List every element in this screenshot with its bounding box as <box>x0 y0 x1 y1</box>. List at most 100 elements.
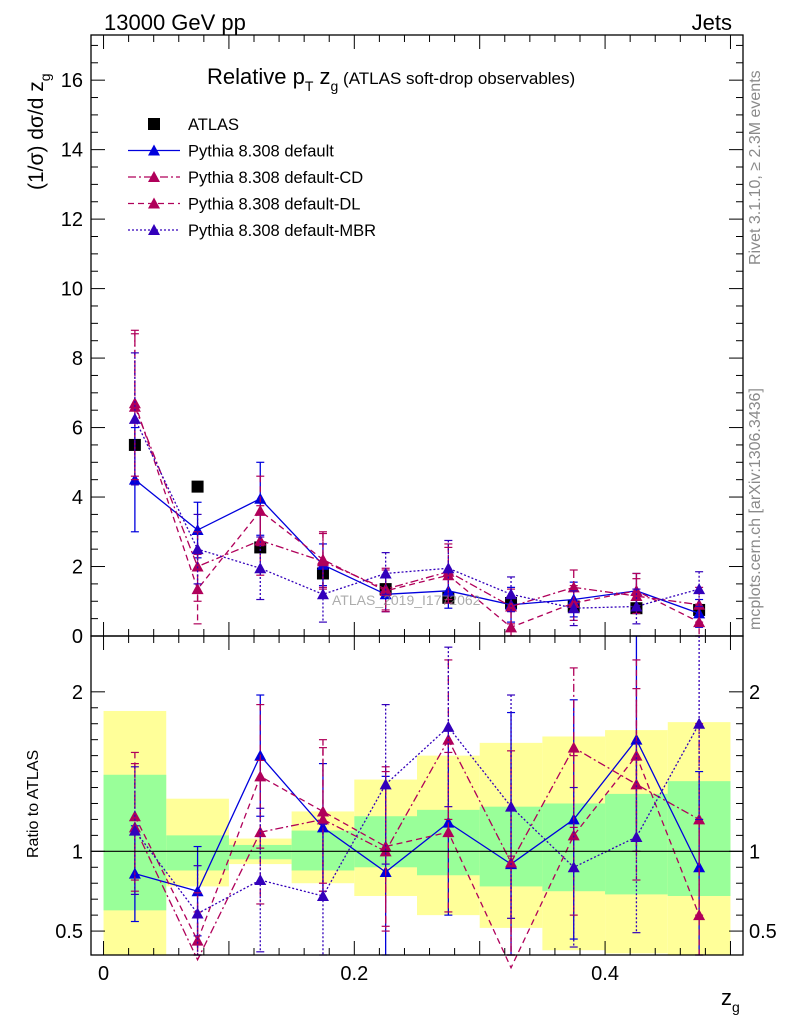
main-line-mbr <box>134 418 700 609</box>
ratio-point-cd <box>316 813 329 825</box>
ratio-point-mbr <box>379 778 392 790</box>
legend-label: ATLAS <box>188 116 239 134</box>
main-point-mbr <box>316 588 329 600</box>
ratio-point-default <box>316 821 329 833</box>
ratio-point-mbr <box>505 800 518 812</box>
x-axis-label: zg <box>721 985 740 1015</box>
x-tick-label: 0.4 <box>591 963 619 985</box>
main-point-mbr <box>128 412 141 424</box>
ratio-y-axis-label: Ratio to ATLAS <box>25 750 42 858</box>
main-y-tick-label: 4 <box>72 487 83 509</box>
main-line-default <box>134 479 700 615</box>
main-plot-marks <box>128 329 706 637</box>
ratio-series-mbr <box>128 635 706 956</box>
energy-label: 13000 GeV pp <box>104 10 246 35</box>
legend-marker <box>148 171 160 182</box>
main-point-mbr <box>630 600 643 612</box>
ratio-series-dl <box>128 659 706 970</box>
x-tick-label: 0.2 <box>340 963 368 985</box>
ratio-point-dl <box>442 826 455 838</box>
ratio-point-cd <box>254 826 267 838</box>
main-point-dl <box>191 583 204 595</box>
ratio-y-tick-label: 1 <box>72 841 83 863</box>
main-line-dl <box>134 403 700 629</box>
main-point-mbr <box>442 562 455 574</box>
main-point-dl <box>316 553 329 565</box>
legend-entry-default: Pythia 8.308 default <box>128 143 334 161</box>
ratio-point-mbr <box>128 824 141 836</box>
main-point-mbr <box>379 567 392 579</box>
ratio-point-mbr <box>191 907 204 919</box>
ratio-point-mbr <box>693 717 706 729</box>
main-y-tick-label: 2 <box>72 557 83 579</box>
ratio-line-dl <box>134 754 700 970</box>
main-series-mbr <box>128 352 706 627</box>
legend: ATLAS Pythia 8.308 default Pythia 8.308 de… <box>128 116 376 240</box>
ratio-y-tick-label-right: 1 <box>749 841 760 863</box>
legend-entry-mbr: Pythia 8.308 default-MBR <box>128 222 376 240</box>
ratio-point-mbr <box>316 889 329 901</box>
chart-title: Relative pT zg (ATLAS soft-drop observab… <box>207 64 575 94</box>
main-line-cd <box>134 406 700 608</box>
main-series-atlas <box>128 438 706 616</box>
legend-entry-atlas: ATLAS <box>148 116 239 134</box>
legend-label: Pythia 8.308 default-CD <box>188 169 363 187</box>
category-label: Jets <box>692 10 732 35</box>
ratio-y-tick-label-right: 0.5 <box>749 921 777 943</box>
main-y-tick-label: 12 <box>61 209 83 231</box>
ratio-y-tick-label-right: 2 <box>749 682 760 704</box>
main-y-axis-label: (1/σ) dσ/d zg <box>25 73 53 190</box>
legend-label: Pythia 8.308 default-DL <box>188 196 360 214</box>
main-series-cd <box>128 333 706 625</box>
ratio-point-default <box>442 816 455 828</box>
main-point-dl <box>693 616 706 628</box>
ratio-point-mbr <box>567 861 580 873</box>
ratio-point-mbr <box>254 874 267 886</box>
main-point-dl <box>442 569 455 581</box>
main-y-tick-label: 0 <box>72 626 83 648</box>
ratio-point-dl <box>567 829 580 841</box>
main-y-tick-label: 14 <box>61 140 83 162</box>
legend-marker <box>148 224 160 235</box>
ratio-point-mbr <box>442 720 455 732</box>
ratio-line-cd <box>134 738 700 962</box>
ratio-point-cd <box>567 741 580 753</box>
main-point-mbr <box>505 588 518 600</box>
main-point-mbr <box>693 583 706 595</box>
ratio-line-default <box>134 738 700 892</box>
legend-marker <box>148 118 160 130</box>
legend-entry-dl: Pythia 8.308 default-DL <box>128 196 360 214</box>
rivet-label: Rivet 3.1.10, ≥ 2.3M events <box>747 70 764 265</box>
ratio-point-dl <box>316 805 329 817</box>
ratio-point-dl <box>191 934 204 946</box>
main-point-mbr <box>567 602 580 614</box>
main-series-dl <box>128 329 706 637</box>
legend-marker <box>148 144 160 156</box>
ratio-point-dl <box>693 909 706 921</box>
main-y-tick-label: 6 <box>72 418 83 440</box>
ratio-line-mbr <box>134 723 700 915</box>
mcplots-label: mcplots.cern.ch [arXiv:1306.3436] <box>747 388 764 630</box>
main-point-mbr <box>254 562 267 574</box>
ratio-point-dl <box>254 770 267 782</box>
main-y-tick-label: 8 <box>72 348 83 370</box>
main-point-dl <box>254 504 267 516</box>
main-point-dl <box>505 621 518 633</box>
legend-label: Pythia 8.308 default-MBR <box>188 222 376 240</box>
ratio-plot-frame <box>90 635 744 956</box>
main-y-tick-label: 10 <box>61 279 83 301</box>
x-tick-label: 0 <box>98 963 109 985</box>
ratio-point-default <box>693 861 706 873</box>
ratio-point-mbr <box>630 830 643 842</box>
legend-marker <box>148 197 160 209</box>
main-point-mbr <box>191 543 204 555</box>
main-atlas-point <box>191 480 204 493</box>
ratio-y-tick-label: 0.5 <box>55 921 83 943</box>
main-y-tick-label: 16 <box>61 70 83 92</box>
legend-label: Pythia 8.308 default <box>188 143 334 161</box>
watermark: ATLAS_2019_I1772062 <box>332 592 481 608</box>
legend-entry-cd: Pythia 8.308 default-CD <box>128 169 363 187</box>
ratio-plot-marks <box>128 635 706 970</box>
